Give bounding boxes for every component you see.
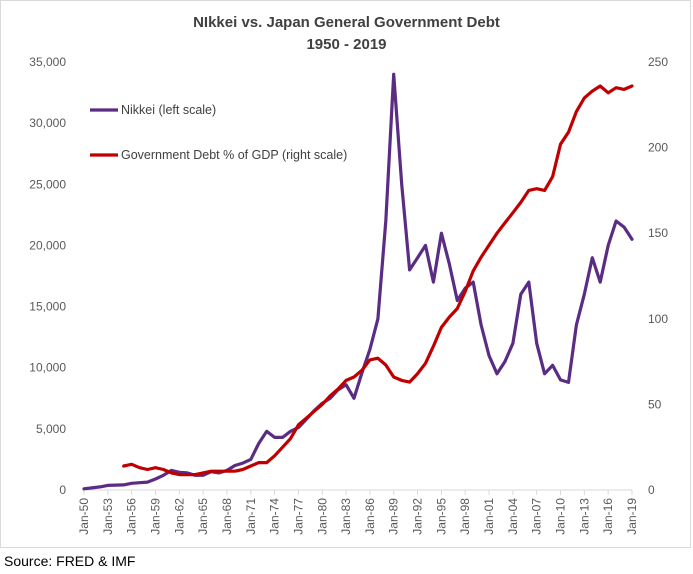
x-tick-label: Jan-98: [458, 498, 472, 535]
x-tick-label: Jan-80: [315, 498, 329, 535]
x-tick-label: Jan-56: [125, 498, 139, 535]
series-group: [82, 72, 634, 491]
x-tick-label: Jan-89: [387, 498, 401, 535]
left-tick-label: 35,000: [29, 55, 66, 69]
x-tick-label: Jan-83: [339, 498, 353, 535]
right-tick-label: 250: [648, 55, 668, 69]
legend: Nikkei (left scale) Government Debt % of …: [90, 103, 347, 162]
left-tick-label: 20,000: [29, 238, 66, 252]
left-tick-label: 0: [59, 483, 66, 497]
x-tick-label: Jan-01: [482, 498, 496, 535]
right-tick-label: 150: [648, 226, 668, 240]
x-tick-label: Jan-07: [530, 498, 544, 535]
x-tick-label: Jan-62: [172, 498, 186, 535]
x-tick-label: Jan-53: [101, 498, 115, 535]
x-axis-ticks: Jan-50 Jan-53 Jan-56 Jan-59 Jan-62 Jan-65 Jan-…: [77, 490, 639, 535]
x-tick-label: Jan-13: [577, 498, 591, 535]
left-axis-ticks: 0 5,000 10,000 15,000 20,000 25,000 30,000 35,0…: [29, 55, 66, 497]
left-tick-label: 25,000: [29, 177, 66, 191]
x-tick-label: Jan-68: [220, 498, 234, 535]
x-tick-label: Jan-74: [268, 498, 282, 535]
chart-frame: [0, 0, 691, 548]
x-tick-label: Jan-16: [601, 498, 615, 535]
nikkei-series-line: [82, 72, 634, 491]
x-tick-label: Jan-04: [506, 498, 520, 535]
x-tick-label: Jan-65: [196, 498, 210, 535]
x-tick-label: Jan-71: [244, 498, 258, 535]
left-tick-label: 5,000: [36, 422, 66, 436]
x-tick-label: Jan-95: [434, 498, 448, 535]
right-tick-label: 200: [648, 141, 668, 155]
left-tick-label: 10,000: [29, 361, 66, 375]
chart-subtitle: 1950 - 2019: [306, 36, 387, 53]
x-tick-label: Jan-77: [291, 498, 305, 535]
debt-series-line: [122, 84, 634, 477]
source-note: Source: FRED & IMF: [4, 553, 136, 569]
x-tick-label: Jan-86: [363, 498, 377, 535]
legend-label: Nikkei (left scale): [121, 103, 216, 117]
line-chart: 0 5,000 10,000 15,000 20,000 25,000 30,000 35,0…: [29, 55, 668, 535]
legend-label: Government Debt % of GDP (right scale): [121, 148, 347, 162]
right-tick-label: 100: [648, 312, 668, 326]
left-tick-label: 30,000: [29, 116, 66, 130]
x-tick-label: Jan-59: [148, 498, 162, 535]
right-tick-label: 50: [648, 397, 662, 411]
x-tick-label: Jan-10: [554, 498, 568, 535]
left-tick-label: 15,000: [29, 300, 66, 314]
x-tick-label: Jan-92: [411, 498, 425, 535]
right-tick-label: 0: [648, 483, 655, 497]
x-tick-label: Jan-19: [625, 498, 639, 535]
right-axis-ticks: 0 50 100 150 200 250: [648, 55, 668, 497]
x-tick-label: Jan-50: [77, 498, 91, 535]
chart-title: NIkkei vs. Japan General Government Debt: [193, 14, 500, 31]
